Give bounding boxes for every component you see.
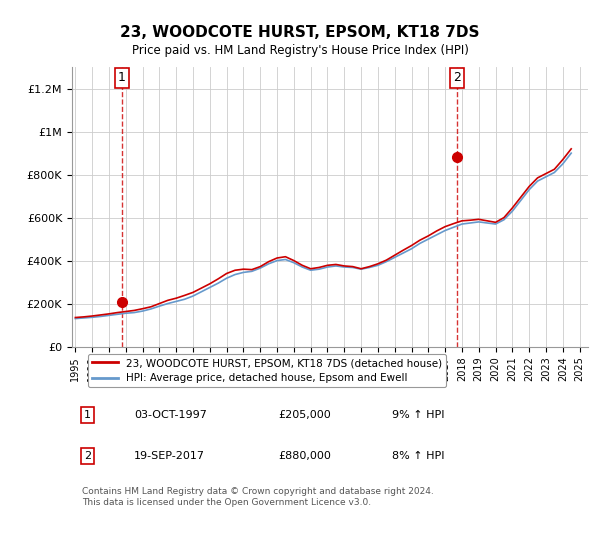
Legend: 23, WOODCOTE HURST, EPSOM, KT18 7DS (detached house), HPI: Average price, detach: 23, WOODCOTE HURST, EPSOM, KT18 7DS (det… xyxy=(88,354,446,388)
Text: 19-SEP-2017: 19-SEP-2017 xyxy=(134,451,205,461)
Text: £880,000: £880,000 xyxy=(278,451,331,461)
Text: 9% ↑ HPI: 9% ↑ HPI xyxy=(392,410,445,420)
Text: 23, WOODCOTE HURST, EPSOM, KT18 7DS: 23, WOODCOTE HURST, EPSOM, KT18 7DS xyxy=(120,25,480,40)
Text: Price paid vs. HM Land Registry's House Price Index (HPI): Price paid vs. HM Land Registry's House … xyxy=(131,44,469,57)
Text: 2: 2 xyxy=(453,71,461,85)
Text: £205,000: £205,000 xyxy=(278,410,331,420)
Text: 1: 1 xyxy=(118,71,125,85)
Text: Contains HM Land Registry data © Crown copyright and database right 2024.
This d: Contains HM Land Registry data © Crown c… xyxy=(82,487,434,507)
Text: 03-OCT-1997: 03-OCT-1997 xyxy=(134,410,207,420)
Text: 2: 2 xyxy=(84,451,91,461)
Text: 1: 1 xyxy=(84,410,91,420)
Text: 8% ↑ HPI: 8% ↑ HPI xyxy=(392,451,445,461)
